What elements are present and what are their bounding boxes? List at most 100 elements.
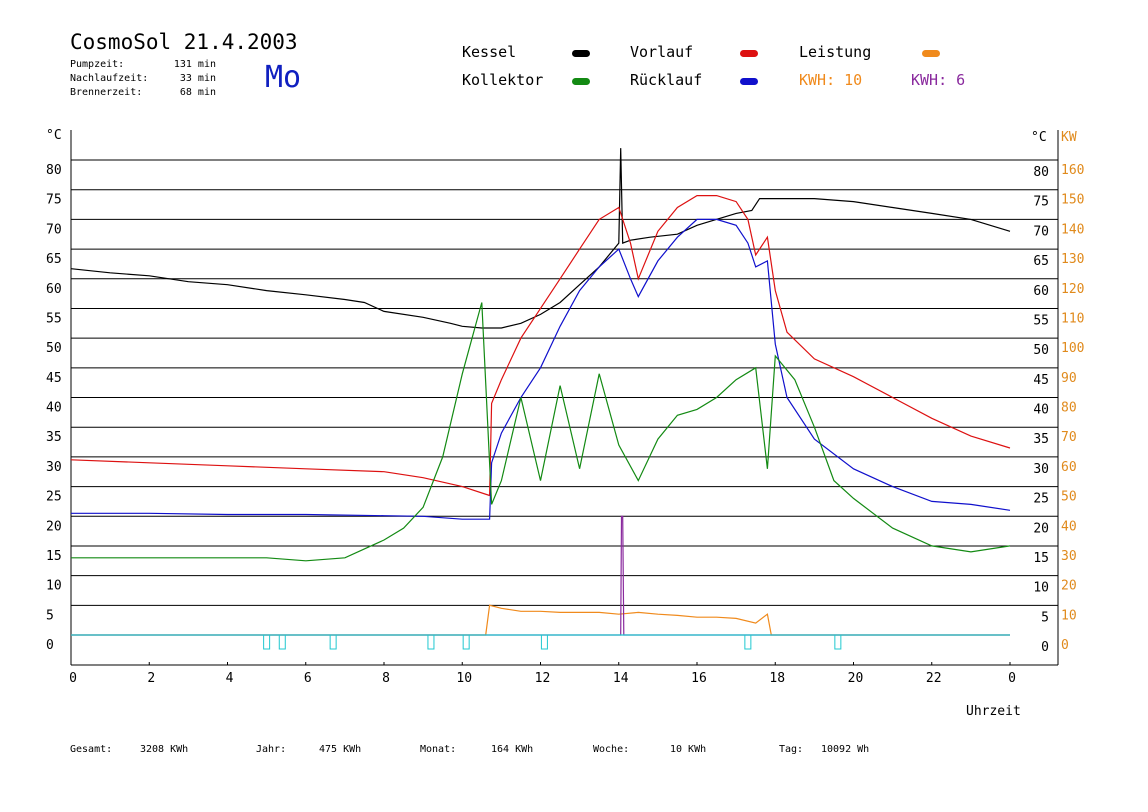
y-tick-label-right: 55 [1033,313,1049,328]
footer-gesamt-value: 3208 KWh [140,744,189,755]
power-tick-label: 120 [1061,282,1084,297]
y-tick-label-right: 30 [1033,462,1049,477]
y-tick-label: 50 [46,341,62,356]
series-line-leistung [71,604,1010,636]
y-tick-label-right: 10 [1033,581,1049,596]
legend-kwh-leistung: KWH: 10 [799,71,863,89]
x-tick-label: 20 [848,671,864,686]
y-tick-label: 5 [46,608,54,623]
y-tick-label-right: 80 [1033,165,1049,180]
footer-tag-value: 10092 Wh [821,744,870,755]
y-tick-label-right: 70 [1033,224,1049,239]
y-tick-label: 70 [46,222,62,237]
power-tick-label: 160 [1061,163,1084,178]
series-line-kessel [70,148,1011,329]
x-tick-label: 0 [69,671,77,686]
y-tick-label-right: 5 [1041,610,1049,625]
y-tick-label: 10 [46,579,62,594]
y-tick-label: 25 [46,490,62,505]
power-tick-label: 150 [1061,193,1084,208]
y-tick-label-right: 35 [1033,432,1049,447]
y-tick-label: 15 [46,549,62,564]
footer-jahr-label: Jahr: [256,744,287,755]
y-tick-label: 60 [46,282,62,297]
power-tick-label: 90 [1061,371,1077,386]
power-tick-label: 70 [1061,430,1077,445]
x-tick-label: 0 [1008,671,1016,686]
y-tick-label-right: 20 [1033,521,1049,536]
pump-marker [462,634,470,650]
weekday-label: Mo [265,60,302,95]
stat-pumpzeit: Pumpzeit: 131 min [70,59,216,70]
y-axis-unit-right: °C [1031,130,1047,145]
legend-leistung: Leistung [799,43,872,61]
series-line-kollektor [71,302,1011,562]
footer-jahr-value: 475 KWh [319,744,362,755]
y-axis-unit-left: °C [46,128,62,143]
series-line-r-cklauf [71,218,1011,520]
chart-title: CosmoSol 21.4.2003 [70,30,298,54]
legend-swatch-leistung [922,50,940,57]
pump-marker [744,634,752,650]
stat-nachlaufzeit: Nachlaufzeit: 33 min [70,73,216,84]
y-tick-label: 75 [46,193,62,208]
pump-marker [834,634,842,650]
y-tick-label-right: 65 [1033,254,1049,269]
y-tick-label: 40 [46,401,62,416]
power-tick-label: 140 [1061,222,1084,237]
x-tick-label: 2 [147,671,155,686]
x-tick-label: 14 [613,671,629,686]
y-tick-label-right: 0 [1041,640,1049,655]
power-tick-label: 100 [1061,341,1084,356]
x-tick-label: 12 [535,671,551,686]
legend-kessel: Kessel [462,43,517,61]
y-tick-label-right: 50 [1033,343,1049,358]
legend-swatch-ruecklauf [740,78,758,85]
stat-brennerzeit: Brennerzeit: 68 min [70,87,216,98]
legend-swatch-kessel [572,50,590,57]
legend-kollektor: Kollektor [462,71,544,89]
legend-kwh-second: KWH: 6 [911,71,966,89]
power-tick-label: 30 [1061,549,1077,564]
y-tick-label-right: 40 [1033,403,1049,418]
y-tick-label-right: 25 [1033,492,1049,507]
footer-gesamt-label: Gesamt: [70,744,113,755]
x-axis-label: Uhrzeit [966,704,1021,719]
y-tick-label-right: 15 [1033,551,1049,566]
x-tick-label: 10 [456,671,472,686]
pump-marker [427,634,435,650]
y-tick-label: 35 [46,430,62,445]
power-tick-label: 110 [1061,311,1084,326]
y-tick-label: 80 [46,163,62,178]
x-tick-label: 6 [304,671,312,686]
y-tick-label: 45 [46,371,62,386]
x-tick-label: 4 [226,671,234,686]
power-tick-label: 20 [1061,579,1077,594]
power-tick-label: 0 [1061,638,1069,653]
y-tick-label: 0 [46,638,54,653]
footer-woche-value: 10 KWh [670,744,707,755]
power-axis-unit: KW [1061,130,1077,145]
power-tick-label: 60 [1061,460,1077,475]
pump-marker [278,634,286,650]
footer-tag-label: Tag: [779,744,804,755]
pump-marker [329,634,337,650]
pump-marker [540,634,548,650]
footer-monat-label: Monat: [420,744,457,755]
y-tick-label-right: 75 [1033,195,1049,210]
footer-woche-label: Woche: [593,744,630,755]
x-tick-label: 16 [691,671,707,686]
x-tick-label: 18 [769,671,785,686]
y-tick-label: 65 [46,252,62,267]
pump-marker [263,634,271,650]
y-tick-label-right: 45 [1033,373,1049,388]
footer-monat-value: 164 KWh [491,744,534,755]
x-tick-label: 22 [926,671,942,686]
power-tick-label: 130 [1061,252,1084,267]
legend-swatch-kollektor [572,78,590,85]
power-tick-label: 40 [1061,519,1077,534]
legend-ruecklauf: Rücklauf [630,71,703,89]
power-tick-label: 10 [1061,608,1077,623]
series-line-vorlauf [70,195,1011,497]
